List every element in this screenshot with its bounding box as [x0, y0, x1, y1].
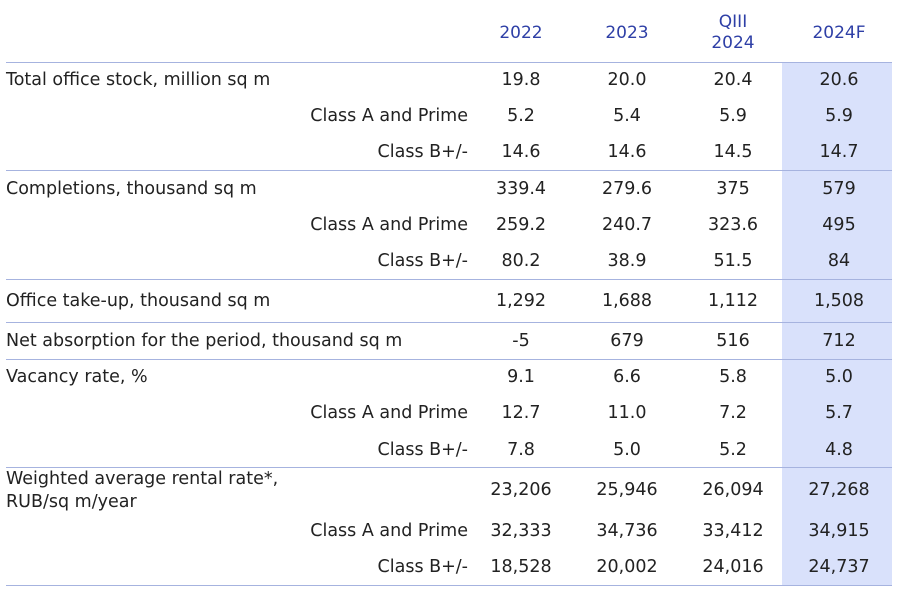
- row-label: Class B+/-: [377, 440, 468, 460]
- cell-qiii-2024: 33,412: [702, 521, 764, 541]
- header-rule: [6, 62, 892, 63]
- cell-2023: 1,688: [601, 291, 653, 311]
- cell-qiii-2024: 375: [716, 179, 750, 199]
- row-label: Weighted average rental rate*, RUB/sq m/…: [6, 469, 279, 512]
- group-rule: [6, 170, 892, 171]
- cell-2022: 1,292: [495, 291, 547, 311]
- row-label: Net absorption for the period, thousand …: [6, 331, 403, 351]
- cell-2022: -5: [512, 331, 530, 351]
- column-header-2022: 2022: [499, 23, 543, 43]
- cell-2024f: 24,737: [808, 557, 870, 577]
- cell-2024f: 1,508: [813, 291, 865, 311]
- row-label: Office take-up, thousand sq m: [6, 291, 271, 311]
- cell-2023: 25,946: [596, 480, 658, 500]
- cell-2023: 20,002: [596, 557, 658, 577]
- row-label: Class A and Prime: [310, 521, 468, 541]
- group-rule: [6, 322, 892, 323]
- cell-2024f: 27,268: [808, 480, 870, 500]
- row-label: Class B+/-: [377, 142, 468, 162]
- cell-qiii-2024: 5.8: [719, 367, 747, 387]
- cell-2022: 18,528: [490, 557, 552, 577]
- group-rule: [6, 279, 892, 280]
- cell-qiii-2024: 20.4: [713, 70, 753, 90]
- cell-qiii-2024: 516: [716, 331, 750, 351]
- table-row: Weighted average rental rate*, RUB/sq m/…: [6, 468, 892, 514]
- cell-qiii-2024: 1,112: [707, 291, 759, 311]
- cell-2022: 9.1: [507, 367, 535, 387]
- cell-2024f: 712: [822, 331, 856, 351]
- cell-2023: 279.6: [601, 179, 653, 199]
- cell-2023: 11.0: [607, 403, 647, 423]
- cell-2022: 80.2: [501, 251, 541, 271]
- cell-2022: 32,333: [490, 521, 552, 541]
- cell-2024f: 5.0: [825, 367, 853, 387]
- column-header-2024f: 2024F: [812, 23, 866, 43]
- table-header: 2022 2023 QIII 2024 2024F: [6, 0, 892, 62]
- cell-2024f: 5.9: [825, 106, 853, 126]
- row-label: Class B+/-: [377, 251, 468, 271]
- row-label: Vacancy rate, %: [6, 367, 148, 387]
- row-label: Class A and Prime: [310, 215, 468, 235]
- cell-2022: 5.2: [507, 106, 535, 126]
- cell-2023: 34,736: [596, 521, 658, 541]
- cell-2022: 14.6: [501, 142, 541, 162]
- group-rule: [6, 467, 892, 468]
- cell-2022: 23,206: [490, 480, 552, 500]
- cell-2023: 5.4: [613, 106, 641, 126]
- cell-2023: 38.9: [607, 251, 647, 271]
- cell-2023: 679: [610, 331, 644, 351]
- cell-qiii-2024: 26,094: [702, 480, 764, 500]
- row-label: Class A and Prime: [310, 403, 468, 423]
- cell-2022: 12.7: [501, 403, 541, 423]
- cell-2024f: 34,915: [808, 521, 870, 541]
- cell-qiii-2024: 24,016: [702, 557, 764, 577]
- cell-qiii-2024: 5.2: [719, 440, 747, 460]
- column-header-2023: 2023: [605, 23, 649, 43]
- cell-2024f: 5.7: [825, 403, 853, 423]
- cell-2024f: 495: [822, 215, 856, 235]
- row-label: Class A and Prime: [310, 106, 468, 126]
- cell-2023: 5.0: [613, 440, 641, 460]
- cell-qiii-2024: 51.5: [713, 251, 753, 271]
- row-label: Total office stock, million sq m: [6, 70, 271, 90]
- cell-2024f: 84: [827, 251, 851, 271]
- cell-2022: 259.2: [495, 215, 547, 235]
- cell-2023: 20.0: [607, 70, 647, 90]
- cell-qiii-2024: 14.5: [713, 142, 753, 162]
- column-header-qiii-2024: QIII 2024: [711, 12, 755, 53]
- row-label: Class B+/-: [377, 557, 468, 577]
- cell-2022: 339.4: [495, 179, 547, 199]
- cell-qiii-2024: 7.2: [719, 403, 747, 423]
- cell-2023: 240.7: [601, 215, 653, 235]
- cell-2022: 7.8: [507, 440, 535, 460]
- group-rule: [6, 359, 892, 360]
- forecast-column-shading: [782, 62, 892, 586]
- bottom-rule: [6, 585, 892, 586]
- cell-2024f: 4.8: [825, 440, 853, 460]
- cell-2022: 19.8: [501, 70, 541, 90]
- cell-2024f: 579: [822, 179, 856, 199]
- cell-2024f: 20.6: [819, 70, 859, 90]
- cell-qiii-2024: 323.6: [707, 215, 759, 235]
- cell-2024f: 14.7: [819, 142, 859, 162]
- cell-2023: 6.6: [613, 367, 641, 387]
- row-label: Completions, thousand sq m: [6, 179, 257, 199]
- cell-qiii-2024: 5.9: [719, 106, 747, 126]
- cell-2023: 14.6: [607, 142, 647, 162]
